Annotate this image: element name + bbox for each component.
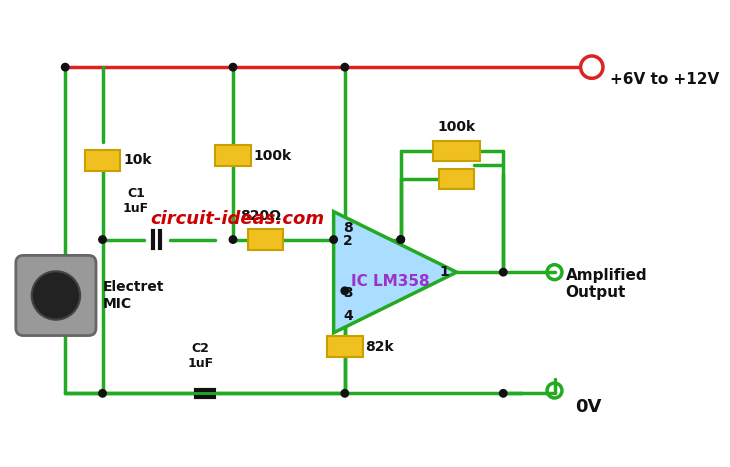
Bar xyxy=(327,337,363,357)
Circle shape xyxy=(31,271,80,320)
Bar xyxy=(85,150,120,170)
Bar xyxy=(439,169,474,189)
Text: Amplified
Output: Amplified Output xyxy=(566,268,648,300)
Circle shape xyxy=(341,389,348,397)
Text: 820Ω: 820Ω xyxy=(240,209,281,223)
Text: 0V: 0V xyxy=(575,398,602,416)
Circle shape xyxy=(99,236,107,243)
Text: 100k: 100k xyxy=(437,142,476,156)
Text: IC LM358: IC LM358 xyxy=(351,274,430,289)
Circle shape xyxy=(397,236,404,243)
Circle shape xyxy=(397,236,404,243)
Circle shape xyxy=(99,389,107,397)
Circle shape xyxy=(229,64,237,71)
Text: 3: 3 xyxy=(343,286,353,300)
Text: 100k: 100k xyxy=(437,120,476,134)
Text: 1: 1 xyxy=(440,265,450,279)
Circle shape xyxy=(341,287,348,295)
Text: C2
1uF: C2 1uF xyxy=(188,342,213,370)
Text: 82k: 82k xyxy=(365,340,394,354)
Text: C1
1uF: C1 1uF xyxy=(123,187,149,215)
Circle shape xyxy=(341,64,348,71)
Text: 100k: 100k xyxy=(253,149,291,163)
Bar xyxy=(434,141,480,161)
Text: Electret
MIC: Electret MIC xyxy=(102,280,164,311)
Text: 4: 4 xyxy=(343,309,353,323)
Text: 8: 8 xyxy=(343,221,353,235)
Bar xyxy=(248,229,283,250)
Circle shape xyxy=(229,236,237,243)
Circle shape xyxy=(330,236,337,243)
Bar xyxy=(215,145,250,166)
Text: circuit-ideas.com: circuit-ideas.com xyxy=(150,210,325,228)
Circle shape xyxy=(499,389,507,397)
Text: +6V to +12V: +6V to +12V xyxy=(610,72,720,87)
FancyBboxPatch shape xyxy=(16,255,96,336)
Circle shape xyxy=(61,64,69,71)
Circle shape xyxy=(499,269,507,276)
Text: 10k: 10k xyxy=(123,153,152,167)
Text: 2: 2 xyxy=(343,234,353,248)
Polygon shape xyxy=(334,212,457,333)
